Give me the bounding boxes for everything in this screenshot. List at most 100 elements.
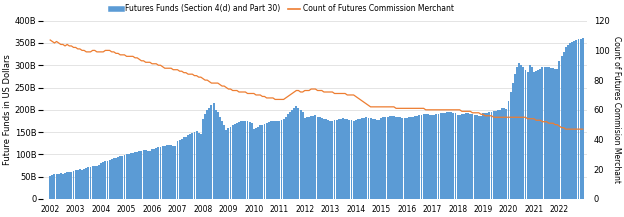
Bar	[71, 172, 72, 199]
Bar	[304, 118, 306, 199]
Bar	[465, 113, 467, 199]
Bar	[359, 119, 361, 199]
Bar	[223, 125, 225, 199]
Bar	[353, 120, 354, 199]
Bar	[196, 131, 198, 199]
Bar	[512, 83, 514, 199]
Bar	[263, 124, 265, 199]
Bar	[535, 71, 537, 199]
Bar	[245, 120, 246, 199]
Bar	[567, 45, 569, 199]
Bar	[154, 149, 155, 199]
Bar	[151, 149, 153, 199]
Bar	[268, 122, 270, 199]
Bar	[325, 119, 327, 199]
Bar	[493, 111, 495, 199]
Bar	[334, 120, 336, 199]
Bar	[321, 118, 323, 199]
Bar	[504, 108, 505, 199]
Bar	[478, 116, 480, 199]
Bar	[255, 128, 257, 199]
Bar	[421, 115, 422, 199]
Bar	[107, 161, 109, 199]
Bar	[54, 174, 56, 199]
Bar	[178, 140, 180, 199]
Bar	[383, 117, 384, 199]
Bar	[136, 152, 138, 199]
Bar	[316, 117, 318, 199]
Bar	[291, 110, 293, 199]
Bar	[501, 108, 503, 199]
Bar	[62, 174, 64, 199]
Bar	[207, 110, 208, 199]
Bar	[143, 150, 145, 199]
Bar	[336, 120, 338, 199]
Bar	[414, 116, 416, 199]
Bar	[544, 67, 545, 199]
Bar	[546, 67, 548, 199]
Bar	[90, 167, 92, 199]
Bar	[552, 68, 554, 199]
Bar	[302, 112, 304, 199]
Bar	[518, 63, 520, 199]
Bar	[323, 119, 325, 199]
Bar	[366, 117, 368, 199]
Bar	[100, 163, 102, 199]
Bar	[486, 112, 488, 199]
Bar	[69, 172, 71, 199]
Bar	[406, 118, 407, 199]
Bar	[529, 65, 530, 199]
Bar	[397, 117, 399, 199]
Bar	[221, 121, 223, 199]
Bar	[238, 122, 240, 199]
Bar	[266, 123, 268, 199]
Bar	[363, 118, 365, 199]
Bar	[560, 56, 562, 199]
Bar	[249, 122, 251, 199]
Bar	[242, 121, 244, 199]
Bar	[527, 72, 529, 199]
Bar	[497, 110, 499, 199]
Bar	[162, 146, 163, 199]
Bar	[378, 120, 380, 199]
Bar	[72, 171, 74, 199]
Bar	[480, 116, 482, 199]
Bar	[369, 118, 371, 199]
Bar	[368, 118, 369, 199]
Bar	[278, 121, 280, 199]
Bar	[395, 117, 397, 199]
Bar	[140, 151, 142, 199]
Bar	[507, 101, 509, 199]
Bar	[573, 41, 575, 199]
Bar	[300, 110, 301, 199]
Bar	[117, 157, 119, 199]
Bar	[495, 111, 497, 199]
Bar	[147, 151, 149, 199]
Bar	[429, 115, 431, 199]
Bar	[361, 118, 363, 199]
Bar	[111, 159, 113, 199]
Bar	[376, 120, 378, 199]
Bar	[270, 122, 272, 199]
Bar	[204, 114, 206, 199]
Bar	[408, 117, 410, 199]
Bar	[287, 114, 289, 199]
Bar	[104, 161, 106, 199]
Bar	[240, 122, 242, 199]
Bar	[539, 69, 541, 199]
Bar	[200, 134, 202, 199]
Bar	[157, 147, 159, 199]
Bar	[177, 141, 178, 199]
Bar	[389, 116, 391, 199]
Bar	[444, 112, 446, 199]
Bar	[550, 68, 552, 199]
Bar	[384, 117, 386, 199]
Bar	[274, 120, 276, 199]
Bar	[308, 117, 310, 199]
Bar	[306, 117, 308, 199]
Bar	[64, 173, 66, 199]
Bar	[582, 38, 583, 199]
Bar	[348, 120, 350, 199]
Bar	[461, 114, 463, 199]
Bar	[342, 118, 344, 199]
